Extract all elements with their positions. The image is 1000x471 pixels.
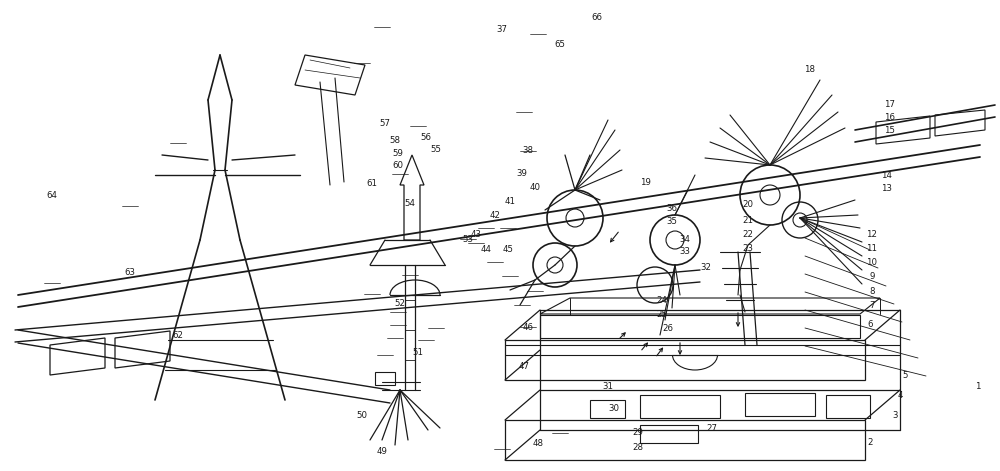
Text: 1: 1 <box>975 382 981 391</box>
Text: 61: 61 <box>366 179 378 188</box>
Text: 14: 14 <box>882 171 893 180</box>
Text: 66: 66 <box>592 13 602 23</box>
Text: 47: 47 <box>518 362 530 371</box>
Text: 34: 34 <box>680 235 690 244</box>
Text: 13: 13 <box>882 184 893 193</box>
Text: 5: 5 <box>902 371 908 381</box>
Text: 54: 54 <box>404 199 416 208</box>
Text: 36: 36 <box>666 203 678 213</box>
Text: 26: 26 <box>662 324 674 333</box>
Text: 32: 32 <box>700 263 712 272</box>
Text: 27: 27 <box>706 424 718 433</box>
Text: 28: 28 <box>633 443 644 452</box>
Text: 60: 60 <box>392 161 404 171</box>
Text: 52: 52 <box>394 299 406 309</box>
Text: 59: 59 <box>393 148 403 158</box>
Text: 43: 43 <box>471 230 482 239</box>
Text: 19: 19 <box>640 178 650 187</box>
Text: 64: 64 <box>46 191 58 200</box>
Text: 23: 23 <box>742 244 754 253</box>
Text: 25: 25 <box>656 310 668 319</box>
Text: 49: 49 <box>377 447 387 456</box>
Text: 44: 44 <box>480 245 492 254</box>
Text: 41: 41 <box>505 197 516 206</box>
Text: 7: 7 <box>869 300 875 310</box>
Text: 53: 53 <box>462 235 474 244</box>
Text: 62: 62 <box>173 331 184 340</box>
Text: 51: 51 <box>413 348 424 357</box>
Text: 12: 12 <box>866 230 878 239</box>
Text: 10: 10 <box>866 258 878 268</box>
Text: 15: 15 <box>885 126 896 136</box>
Text: 11: 11 <box>866 244 878 253</box>
Text: 9: 9 <box>869 272 875 282</box>
Text: 4: 4 <box>897 391 903 400</box>
Text: 65: 65 <box>554 40 566 49</box>
Text: 30: 30 <box>608 404 620 414</box>
Text: 58: 58 <box>390 136 400 145</box>
Text: 17: 17 <box>885 100 896 109</box>
Text: 8: 8 <box>869 286 875 296</box>
Text: 22: 22 <box>742 230 754 239</box>
Text: 21: 21 <box>742 216 754 225</box>
Text: 48: 48 <box>532 439 544 448</box>
Text: 42: 42 <box>490 211 501 220</box>
Text: 18: 18 <box>804 65 816 74</box>
Text: 16: 16 <box>885 113 896 122</box>
Text: 63: 63 <box>124 268 136 277</box>
Text: 55: 55 <box>430 145 442 154</box>
Text: 46: 46 <box>522 323 534 332</box>
Text: 35: 35 <box>666 217 678 226</box>
Text: 24: 24 <box>656 296 668 305</box>
Text: 57: 57 <box>380 119 390 128</box>
Text: 38: 38 <box>522 146 534 155</box>
Text: 50: 50 <box>356 411 368 420</box>
Text: 56: 56 <box>420 133 432 142</box>
Text: 39: 39 <box>517 169 527 178</box>
Text: 6: 6 <box>867 320 873 330</box>
Text: 45: 45 <box>503 245 514 254</box>
Text: 37: 37 <box>496 24 508 34</box>
Text: 2: 2 <box>867 438 873 447</box>
Text: 3: 3 <box>892 411 898 420</box>
Text: 31: 31 <box>602 382 614 391</box>
Text: 33: 33 <box>680 247 690 257</box>
Text: 40: 40 <box>530 183 540 192</box>
Text: 20: 20 <box>742 200 754 210</box>
Text: 29: 29 <box>633 428 643 437</box>
